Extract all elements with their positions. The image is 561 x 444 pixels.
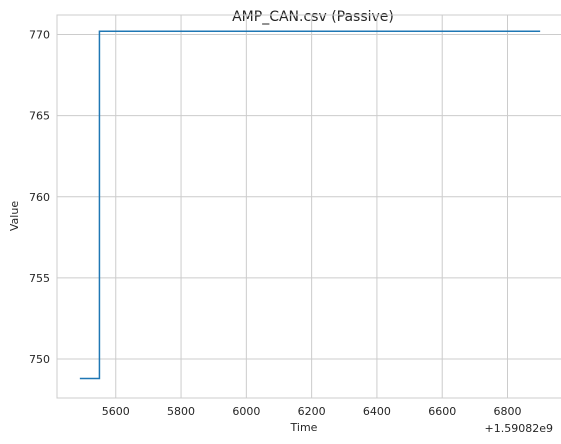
y-tick-label: 750 (29, 353, 50, 366)
x-tick-label: 6800 (494, 405, 522, 418)
y-tick-label: 755 (29, 272, 50, 285)
chart-title: AMP_CAN.csv (Passive) (232, 9, 394, 25)
plot-frame (56, 14, 561, 399)
grid (57, 15, 561, 398)
x-tick-label: 5600 (102, 405, 130, 418)
y-tick-labels: 750 755 760 765 770 (29, 28, 50, 366)
x-tick-label: 6200 (298, 405, 326, 418)
x-offset-label: +1.59082e9 (485, 422, 553, 435)
y-axis-label: Value (8, 201, 21, 231)
y-tick-label: 770 (29, 28, 50, 41)
x-tick-label: 6400 (363, 405, 391, 418)
y-tick-label: 765 (29, 110, 50, 123)
series-layer (79, 30, 541, 380)
series-line (79, 30, 541, 380)
x-tick-label: 5800 (167, 405, 195, 418)
x-tick-labels: 5600 5800 6000 6200 6400 6600 6800 (102, 405, 522, 418)
x-tick-label: 6000 (232, 405, 260, 418)
x-axis-label: Time (290, 421, 318, 434)
y-tick-label: 760 (29, 191, 50, 204)
x-tick-label: 6600 (428, 405, 456, 418)
